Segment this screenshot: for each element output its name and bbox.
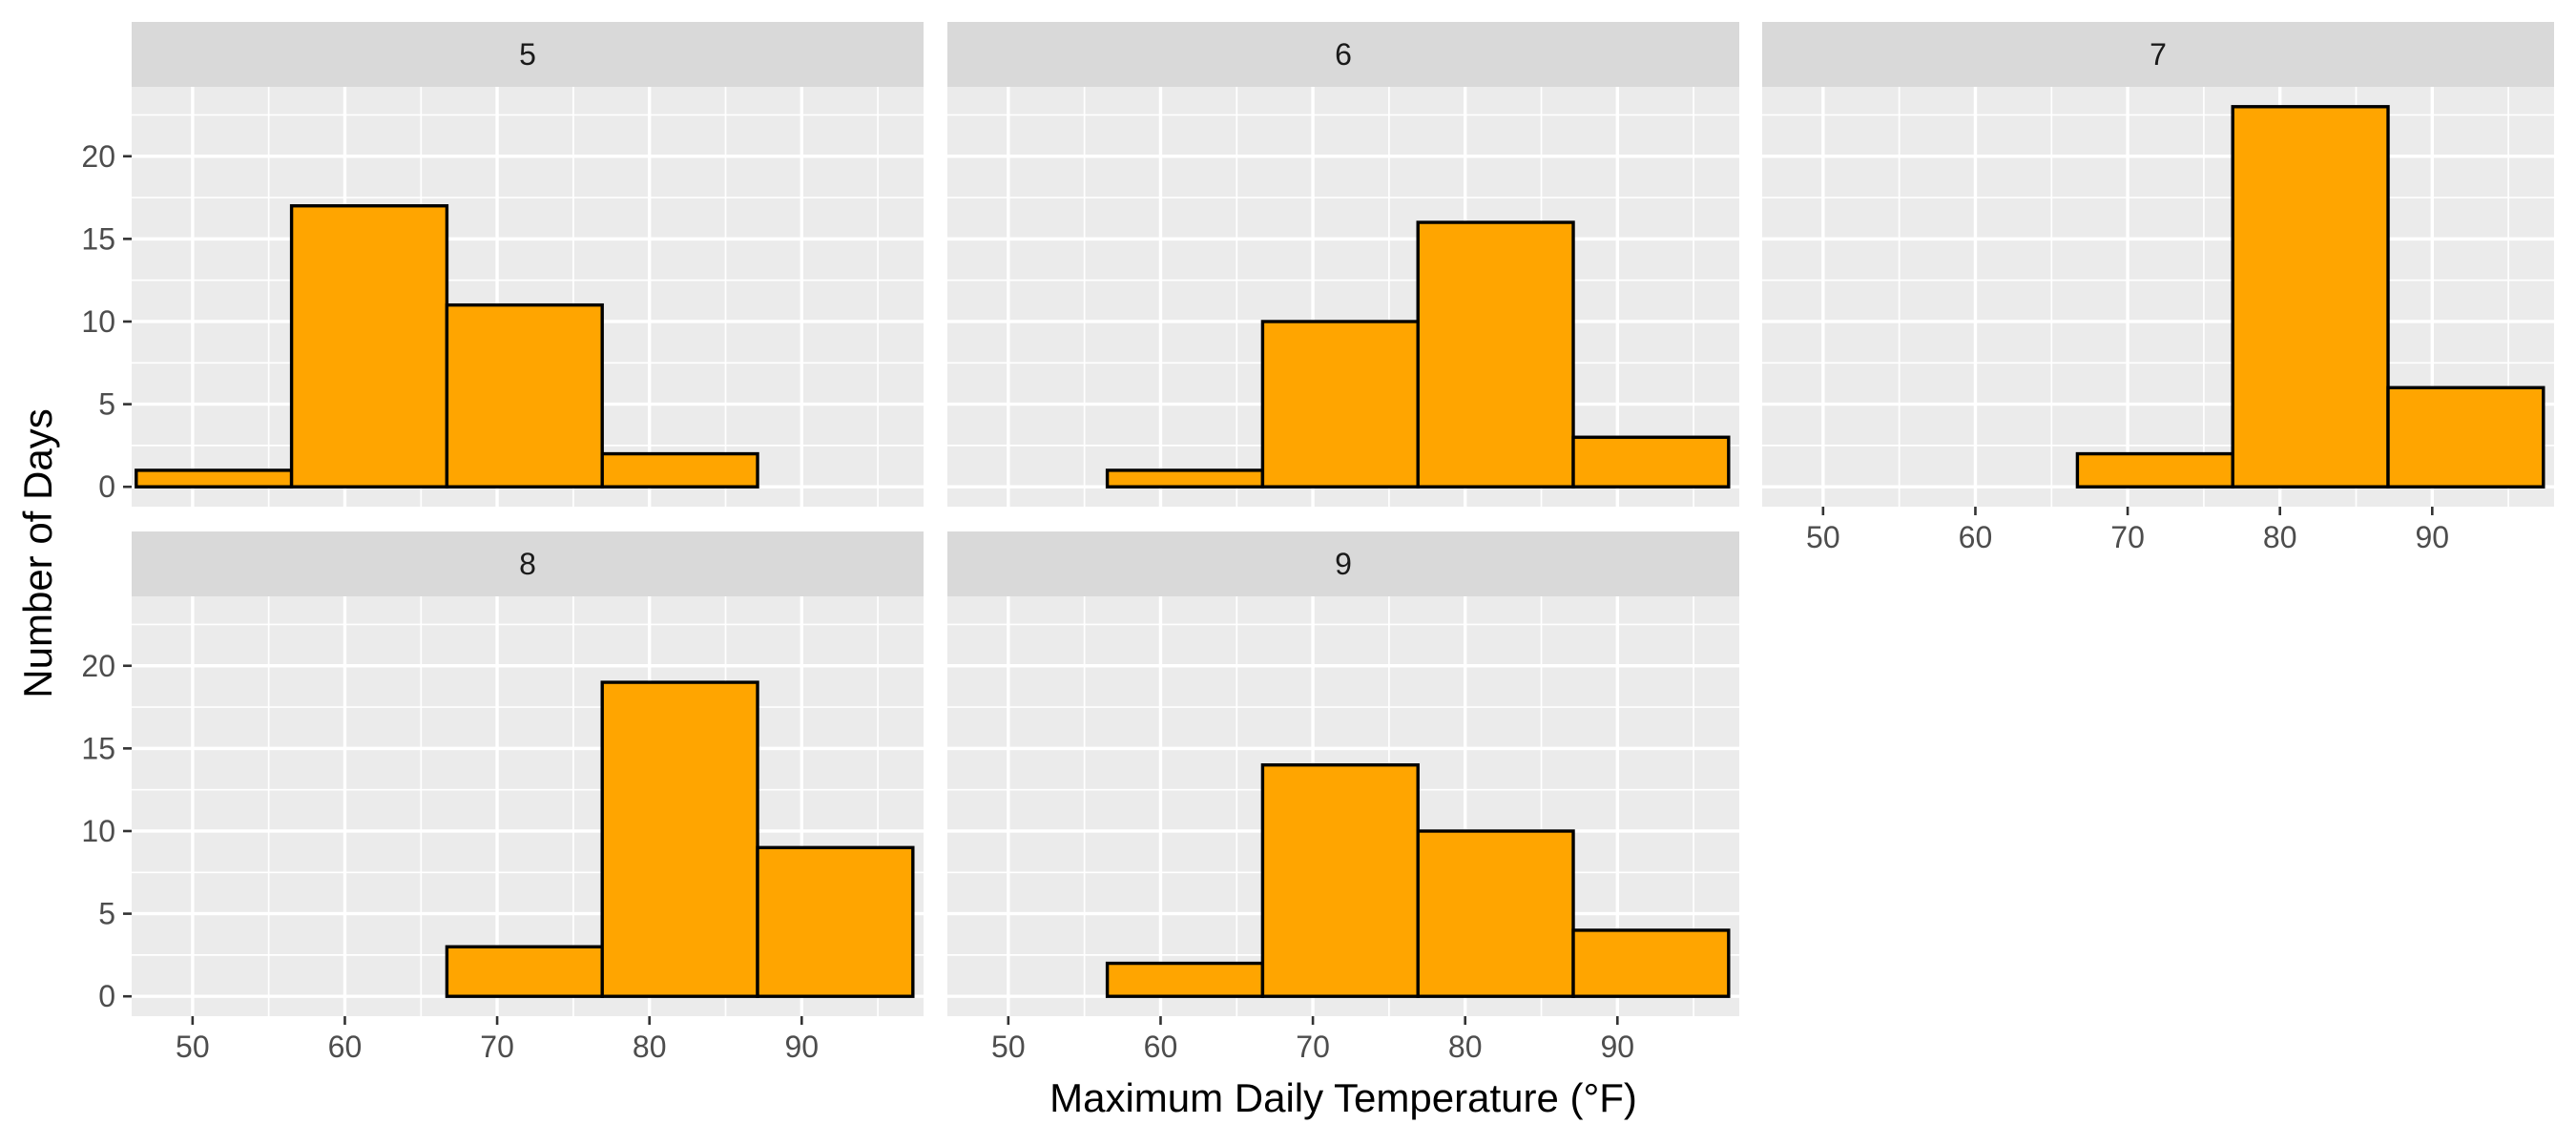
x-tick-label: 50	[991, 1030, 1026, 1064]
facet-strip-label: 9	[1335, 547, 1352, 581]
histogram-bar	[1573, 437, 1729, 487]
x-tick-label: 80	[1448, 1030, 1483, 1064]
facet-strip-label: 6	[1335, 37, 1352, 72]
histogram-bar	[292, 206, 447, 487]
y-tick-label: 0	[98, 979, 115, 1013]
facet-strip-label: 7	[2150, 37, 2167, 72]
y-axis-title: Number of Days	[15, 408, 60, 697]
histogram-bar	[1418, 831, 1573, 996]
x-tick-label: 90	[2416, 520, 2450, 554]
x-tick-label: 60	[1144, 1030, 1178, 1064]
histogram-bar	[1418, 222, 1573, 487]
x-axis-title: Maximum Daily Temperature (°F)	[1049, 1075, 1637, 1120]
histogram-bar	[447, 947, 602, 996]
y-tick-label: 5	[98, 387, 115, 422]
panels-layer: 5 6 7 8 9	[116, 22, 2554, 1016]
histogram-bar	[602, 454, 758, 488]
facet-panel-6: 6	[932, 22, 1739, 507]
x-tick-label: 80	[2263, 520, 2297, 554]
x-tick-label: 70	[2110, 520, 2145, 554]
histogram-bar	[758, 847, 913, 996]
histogram-bar	[1108, 470, 1263, 487]
x-tick-label: 90	[785, 1030, 820, 1064]
x-tick-label: 50	[176, 1030, 210, 1064]
x-tick-label: 60	[1959, 520, 1993, 554]
histogram-bar	[2233, 107, 2388, 487]
y-tick-label: 20	[81, 139, 115, 174]
x-tick-label: 80	[633, 1030, 667, 1064]
histogram-bar	[1262, 322, 1418, 487]
facet-panel-8: 8	[116, 531, 924, 1016]
facet-panel-7: 7	[1747, 22, 2554, 507]
x-tick-label: 60	[328, 1030, 363, 1064]
facet-panel-5: 5	[116, 22, 924, 507]
facet-strip-label: 8	[519, 547, 536, 581]
histogram-bar	[1262, 765, 1418, 997]
histogram-bar	[447, 305, 602, 488]
histogram-bar	[2077, 454, 2233, 488]
facet-strip-label: 5	[519, 37, 536, 72]
facet-panel-9: 9	[932, 531, 1739, 1016]
x-tick-label: 70	[480, 1030, 514, 1064]
x-tick-label: 70	[1296, 1030, 1330, 1064]
y-tick-label: 15	[81, 731, 115, 765]
histogram-bar	[2388, 387, 2544, 487]
histogram-bar	[602, 682, 758, 996]
histogram-bar	[1108, 964, 1263, 997]
y-tick-label: 5	[98, 897, 115, 931]
histogram-bar	[136, 470, 292, 487]
histogram-bar	[1573, 930, 1729, 996]
y-tick-label: 0	[98, 469, 115, 504]
y-tick-label: 15	[81, 221, 115, 256]
x-tick-label: 50	[1806, 520, 1840, 554]
y-tick-label: 20	[81, 649, 115, 683]
x-tick-label: 90	[1601, 1030, 1635, 1064]
y-tick-label: 10	[81, 814, 115, 848]
y-tick-label: 10	[81, 304, 115, 339]
